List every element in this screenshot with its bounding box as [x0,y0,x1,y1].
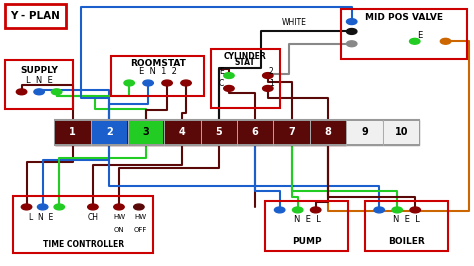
Text: WHITE: WHITE [282,18,306,27]
Circle shape [346,19,357,24]
Circle shape [21,204,32,210]
FancyBboxPatch shape [238,121,273,144]
Text: STAT: STAT [235,57,255,66]
Circle shape [34,89,45,95]
FancyBboxPatch shape [384,121,419,144]
Text: OFF: OFF [134,227,147,233]
Text: E  N  1  2: E N 1 2 [139,67,176,76]
FancyBboxPatch shape [128,121,163,144]
Text: MID POS VALVE: MID POS VALVE [365,13,443,22]
Text: CH: CH [87,213,99,222]
Circle shape [346,41,357,47]
Circle shape [37,204,48,210]
Text: BOILER: BOILER [388,237,425,246]
Text: L  N  E: L N E [26,76,53,85]
Circle shape [224,73,234,78]
Circle shape [374,207,384,213]
Text: HW: HW [113,214,125,220]
Text: 2: 2 [269,67,273,76]
FancyBboxPatch shape [92,121,127,144]
Text: Y - PLAN: Y - PLAN [10,11,61,21]
FancyBboxPatch shape [165,121,200,144]
Circle shape [162,80,173,86]
Text: 9: 9 [361,127,368,137]
Circle shape [88,204,98,210]
Text: E: E [219,67,224,76]
Circle shape [54,204,64,210]
Circle shape [392,207,402,213]
Circle shape [292,207,303,213]
Circle shape [134,204,144,210]
Text: 1: 1 [69,127,76,137]
Text: E: E [417,31,422,40]
Circle shape [224,85,234,91]
Circle shape [263,73,273,78]
FancyBboxPatch shape [311,121,346,144]
Text: 4: 4 [179,127,186,137]
Text: 7: 7 [288,127,295,137]
Text: 2: 2 [106,127,113,137]
FancyBboxPatch shape [346,120,419,145]
Circle shape [181,80,191,86]
Circle shape [114,204,124,210]
Circle shape [274,207,285,213]
Circle shape [410,207,420,213]
Text: 1: 1 [269,79,273,88]
FancyBboxPatch shape [55,120,346,145]
FancyBboxPatch shape [274,121,309,144]
Text: HW: HW [134,214,146,220]
Text: ON: ON [114,227,124,233]
Circle shape [310,207,321,213]
Text: PUMP: PUMP [292,237,322,246]
Text: C: C [219,79,224,88]
Text: SUPPLY: SUPPLY [20,66,58,75]
FancyBboxPatch shape [55,121,90,144]
Circle shape [263,85,273,91]
Circle shape [346,28,357,34]
Circle shape [52,89,62,95]
Text: N  E  L: N E L [393,215,420,224]
Text: CYLINDER: CYLINDER [224,52,267,61]
Circle shape [143,80,153,86]
Circle shape [440,38,451,44]
Text: 3: 3 [142,127,149,137]
Circle shape [17,89,27,95]
FancyBboxPatch shape [347,121,382,144]
Text: 8: 8 [325,127,332,137]
Circle shape [124,80,135,86]
Text: 6: 6 [252,127,259,137]
Text: 10: 10 [394,127,408,137]
Text: N  E  L: N E L [293,215,320,224]
Text: TIME CONTROLLER: TIME CONTROLLER [43,240,124,249]
FancyBboxPatch shape [201,121,236,144]
Text: L  N  E: L N E [28,213,53,222]
Text: 5: 5 [215,127,222,137]
Circle shape [410,38,420,44]
Text: ROOMSTAT: ROOMSTAT [130,59,185,68]
